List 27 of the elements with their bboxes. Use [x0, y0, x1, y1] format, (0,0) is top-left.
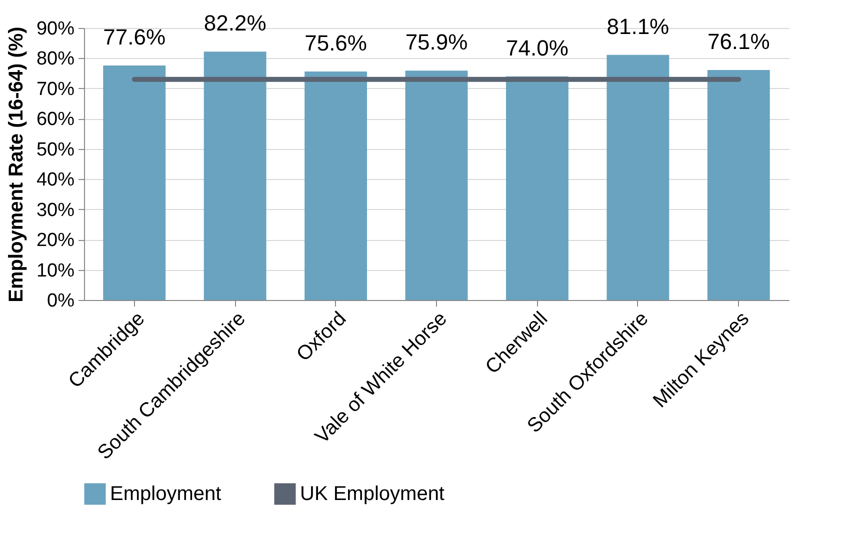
bar [304, 72, 368, 300]
data-label: 76.1% [707, 29, 770, 54]
y-tick-label: 80% [36, 48, 75, 70]
bar [405, 70, 468, 300]
bar [606, 54, 670, 300]
y-tick-label: 10% [36, 260, 75, 282]
data-label: 77.6% [103, 24, 166, 50]
bar [506, 76, 568, 300]
data-label: 82.2% [204, 10, 266, 36]
bar [707, 70, 770, 300]
y-axis-title: Employment Rate (16-64) (%) [5, 26, 28, 302]
y-tick-label: 60% [36, 109, 75, 130]
y-tick-label: 0% [47, 290, 75, 312]
data-label: 81.1% [606, 14, 670, 39]
data-label: 75.6% [304, 30, 367, 56]
bar [103, 65, 166, 300]
data-label: 75.9% [405, 30, 468, 55]
data-label: 74.0% [506, 35, 568, 60]
bar [204, 52, 266, 300]
y-tick-label: 30% [36, 200, 75, 221]
y-tick-label: 40% [36, 170, 75, 191]
y-tick-label: 20% [36, 230, 75, 252]
y-tick-label: 90% [36, 18, 75, 40]
legend-label: Employment [110, 483, 222, 505]
legend-label: UK Employment [300, 483, 445, 505]
y-tick-label: 50% [36, 139, 75, 160]
y-tick-label: 70% [36, 78, 75, 100]
